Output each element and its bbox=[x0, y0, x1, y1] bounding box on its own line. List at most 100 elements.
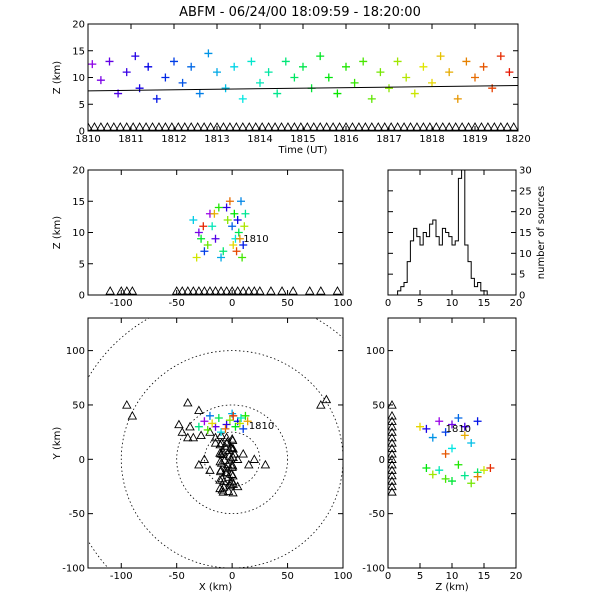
x-height-xtick-label: 50 bbox=[281, 298, 294, 309]
ground-station-marker bbox=[218, 122, 229, 131]
x-height-source bbox=[241, 209, 250, 218]
histogram-ytick-label: 5 bbox=[519, 270, 525, 281]
plan-view-source bbox=[241, 411, 250, 420]
station-cluster-marker bbox=[224, 445, 235, 454]
ground-station-marker bbox=[308, 122, 319, 131]
x-height-source bbox=[214, 203, 223, 212]
station-cluster-marker bbox=[228, 470, 238, 480]
ground-station-marker bbox=[199, 286, 210, 295]
histogram-xtick-label: 10 bbox=[446, 298, 459, 309]
station-marker bbox=[205, 465, 215, 474]
histogram-ytick-label: 10 bbox=[519, 249, 532, 260]
plan-view-xtick-label: -50 bbox=[169, 571, 185, 582]
time-height-xtick-label: 1816 bbox=[333, 134, 358, 145]
x-height-source bbox=[230, 209, 239, 218]
ground-station-marker bbox=[221, 286, 232, 295]
range-ring bbox=[120, 350, 343, 568]
station-cluster-marker bbox=[228, 487, 238, 497]
ground-station-marker bbox=[457, 122, 467, 131]
histogram-ytick-label: 25 bbox=[519, 186, 532, 197]
ground-station-marker bbox=[255, 286, 265, 295]
z-y-source bbox=[441, 428, 450, 437]
ground-station-marker bbox=[270, 122, 280, 131]
ground-station-marker bbox=[249, 286, 260, 295]
time-height-source bbox=[445, 68, 454, 77]
station-cluster-marker bbox=[228, 452, 238, 461]
x-height-source bbox=[237, 197, 245, 206]
plan-view-source bbox=[194, 422, 203, 431]
ground-station-marker bbox=[405, 122, 416, 131]
station-marker bbox=[216, 430, 226, 440]
time-height-xtick-label: 1820 bbox=[505, 134, 530, 145]
station-marker bbox=[127, 410, 138, 420]
time-height-ytick-label: 5 bbox=[79, 100, 85, 111]
time-height-data bbox=[88, 49, 518, 131]
station-marker bbox=[183, 432, 193, 442]
ground-station-marker bbox=[121, 122, 132, 131]
ground-station-marker bbox=[379, 122, 390, 131]
z-y-frame bbox=[387, 317, 517, 569]
station-cluster-marker bbox=[223, 472, 234, 481]
plan-view-ylabel: Y (km) bbox=[52, 427, 63, 461]
ground-station-marker bbox=[367, 122, 377, 131]
z-y-ytick-label: 50 bbox=[372, 400, 385, 411]
ground-station-marker bbox=[177, 286, 188, 295]
x-height-source bbox=[200, 247, 209, 256]
plan-view-source bbox=[203, 425, 212, 434]
ground-station-marker bbox=[216, 286, 226, 295]
ground-station-marker bbox=[188, 286, 199, 295]
station-marker bbox=[260, 459, 271, 469]
ground-station-marker bbox=[192, 122, 203, 131]
station-marker bbox=[188, 432, 199, 442]
station-cluster-marker bbox=[216, 438, 227, 447]
ground-station-marker bbox=[115, 122, 126, 131]
z-y-ytick-label: -50 bbox=[369, 509, 385, 520]
z-y-source bbox=[454, 414, 463, 422]
z-y-xtick-label: 0 bbox=[385, 571, 391, 582]
x-height-source bbox=[194, 228, 203, 237]
ground-station-marker bbox=[418, 122, 429, 131]
ground-station-marker bbox=[127, 286, 138, 295]
station-cluster-marker bbox=[219, 476, 229, 486]
x-height-source bbox=[235, 234, 244, 243]
z-y-source bbox=[454, 460, 463, 469]
time-height-xtick-label: 1813 bbox=[204, 134, 229, 145]
z-y-source bbox=[428, 433, 437, 442]
histogram-bars bbox=[388, 169, 516, 296]
station-cluster-marker bbox=[215, 456, 225, 466]
time-height-source bbox=[359, 57, 368, 66]
ground-station-marker bbox=[388, 438, 397, 447]
z-y-xtick-label: 5 bbox=[417, 571, 423, 582]
plan-view-source bbox=[222, 420, 231, 429]
time-height-source bbox=[281, 57, 290, 66]
time-height-source bbox=[131, 52, 140, 61]
plan-view-annotation: 1810 bbox=[249, 421, 274, 432]
station-cluster-marker bbox=[215, 466, 226, 476]
station-cluster-marker bbox=[221, 463, 232, 473]
z-y-source bbox=[460, 471, 469, 480]
z-y-source bbox=[467, 479, 476, 488]
ground-station-marker bbox=[231, 122, 242, 131]
station-marker bbox=[194, 405, 204, 415]
station-marker bbox=[196, 430, 206, 440]
ground-station-marker bbox=[388, 432, 397, 442]
x-height-frame bbox=[87, 169, 344, 296]
x-height-source bbox=[232, 247, 241, 256]
z-y-source bbox=[467, 439, 476, 447]
z-y-source bbox=[473, 417, 482, 426]
time-height-source bbox=[410, 89, 419, 98]
ground-station-marker bbox=[277, 286, 287, 295]
ground-station-marker bbox=[141, 122, 151, 131]
station-marker bbox=[249, 454, 260, 463]
x-height-ytick-label: 0 bbox=[79, 291, 85, 302]
time-height-source bbox=[178, 78, 187, 87]
plan-view-frame bbox=[87, 317, 344, 569]
time-height-source bbox=[88, 60, 97, 69]
time-height-source bbox=[367, 94, 376, 103]
ground-station-marker bbox=[154, 122, 164, 131]
time-height-source bbox=[479, 62, 488, 71]
time-height-xlabel: Time (UT) bbox=[278, 145, 328, 156]
z-y-ytick-label: 100 bbox=[366, 346, 385, 357]
x-height-source bbox=[208, 222, 217, 231]
